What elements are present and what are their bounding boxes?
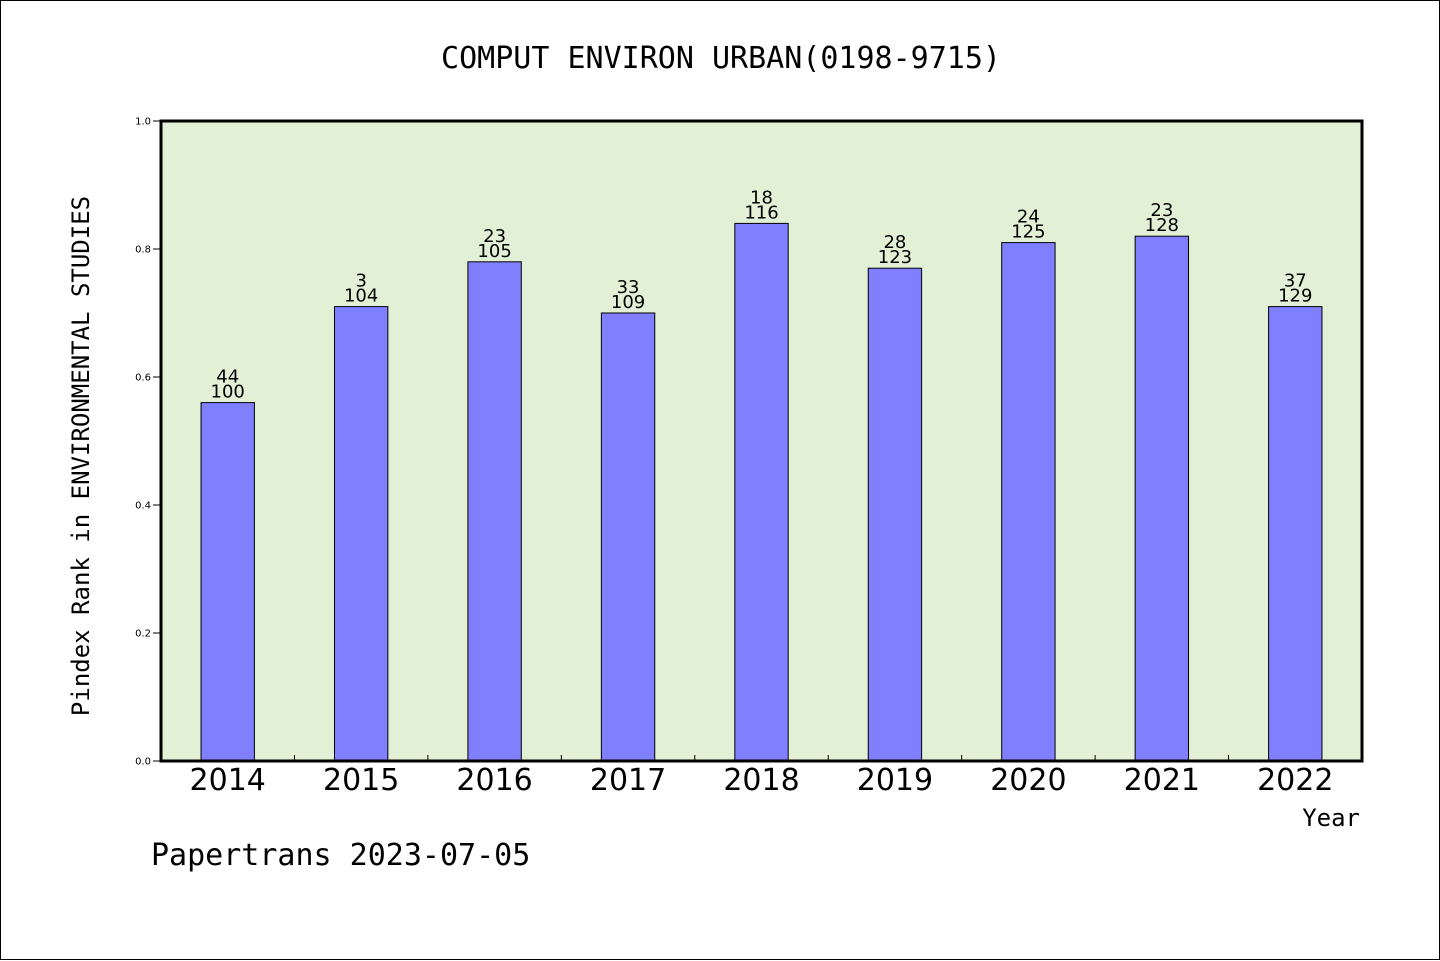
x-tick-label-2016: 2016 [456,763,532,798]
total-label-2021: 128 [1145,215,1179,236]
bar-2015 [333,306,389,762]
x-tick-label-2020: 2020 [990,763,1066,798]
rank-label-2022: 37 [1284,271,1307,292]
rank-label-2015: 3 [355,271,366,292]
total-label-2022: 129 [1278,286,1312,307]
bar-2016 [467,261,522,762]
bar-2021 [1134,235,1190,762]
total-label-2020: 125 [1011,222,1045,243]
chart-title: COMPUT ENVIRON URBAN(0198-9715) [441,41,1001,76]
x-tick-label-2014: 2014 [190,763,266,798]
rank-label-2019: 28 [883,232,906,253]
bar-2022 [1268,306,1323,762]
footer-credit: Papertrans 2023-07-05 [151,838,530,873]
total-label-2018: 116 [744,202,778,223]
total-label-2015: 104 [344,286,378,307]
bar-2019 [867,267,923,762]
bar-2017 [600,312,656,762]
x-tick-label-2019: 2019 [857,763,933,798]
x-axis-label: Year [1302,804,1360,832]
plot-border [159,119,1364,763]
x-tick-label-2018: 2018 [723,763,799,798]
y-tick-label: 1.0 [135,117,151,128]
rank-label-2014: 44 [216,367,239,388]
total-label-2017: 109 [611,292,645,313]
bar-2018 [734,222,789,762]
x-tick-label-2017: 2017 [590,763,666,798]
x-tick-label-2022: 2022 [1257,763,1333,798]
total-label-2016: 105 [477,241,511,262]
rank-label-2018: 18 [750,187,773,208]
y-tick-label: 0.8 [135,245,151,256]
x-axis: 2014 2015 2016 2017 2018 2019 2020 2021 2022 [190,755,1333,798]
total-label-2019: 123 [878,247,912,268]
total-label-2014: 100 [211,382,245,403]
y-axis-label: Pindex Rank in ENVIRONMENTAL STUDIES [67,196,95,716]
bar-2014 [200,402,255,762]
y-axis: 0.0 0.2 0.4 0.6 0.8 1.0 [135,117,161,768]
rank-label-2017: 33 [617,277,640,298]
rank-label-2016: 23 [483,226,506,247]
y-tick-label: 0.2 [135,629,151,640]
x-tick-label-2015: 2015 [323,763,399,798]
x-tick-label-2021: 2021 [1124,763,1200,798]
rank-label-2021: 23 [1150,200,1173,221]
y-tick-label: 0.0 [135,757,151,768]
bars-layer: 4410031042310533109181162812324125231283… [200,187,1323,762]
y-tick-label: 0.6 [135,373,151,384]
rank-label-2020: 24 [1017,207,1040,228]
bar-2020 [1001,242,1056,762]
y-tick-label: 0.4 [135,501,151,512]
